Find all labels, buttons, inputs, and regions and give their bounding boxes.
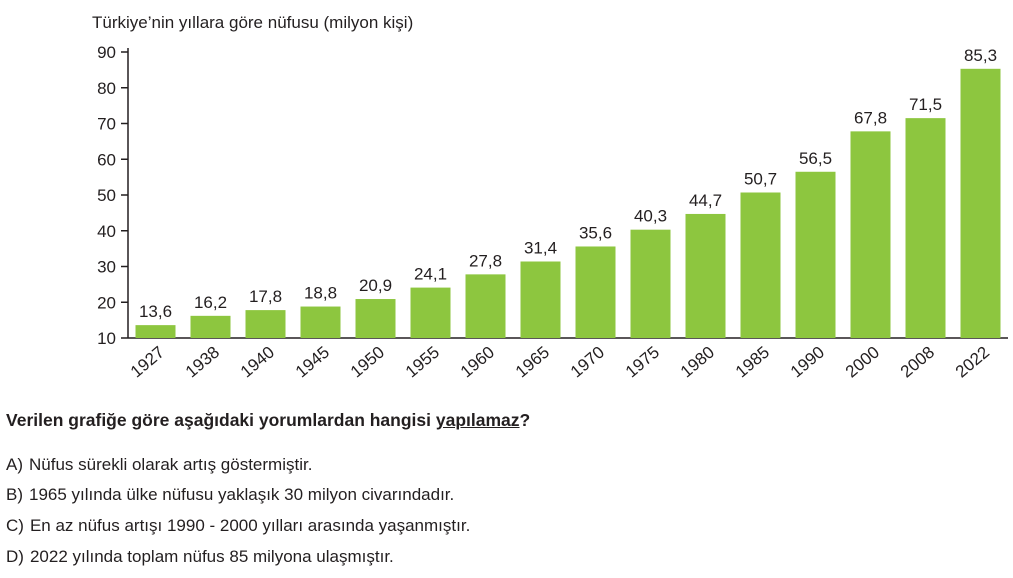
bar (355, 299, 396, 338)
question: Verilen grafiğe göre aşağıdaki yorumlard… (6, 410, 530, 431)
bar (960, 68, 1001, 339)
option-text: 1965 yılında ülke nüfusu yaklaşık 30 mil… (29, 485, 455, 504)
value-label: 85,3 (964, 46, 997, 65)
x-tick-label: 1938 (182, 343, 223, 382)
y-tick-label: 80 (97, 79, 116, 98)
bar (905, 118, 946, 338)
x-tick-label: 1975 (622, 343, 663, 382)
value-label: 71,5 (909, 95, 942, 114)
x-tick-label: 1955 (402, 343, 443, 382)
y-tick-label: 90 (97, 43, 116, 62)
value-label: 56,5 (799, 149, 832, 168)
option-label: A) (6, 455, 23, 474)
x-tick-label: 1965 (512, 343, 553, 382)
bar (135, 325, 176, 338)
y-tick-label: 20 (97, 293, 116, 312)
y-tick-label: 50 (97, 186, 116, 205)
x-tick-label: 1970 (567, 343, 608, 382)
bar (245, 310, 286, 338)
bar (630, 229, 671, 338)
option: D) 2022 yılında toplam nüfus 85 milyona u… (6, 547, 394, 567)
x-tick-label: 2000 (842, 343, 883, 382)
y-tick-label: 60 (97, 150, 116, 169)
option: A) Nüfus sürekli olarak artış göstermişti… (6, 455, 312, 475)
bar (795, 171, 836, 338)
option-label: C) (6, 516, 24, 535)
x-tick-label: 1945 (292, 343, 333, 382)
bar (740, 192, 781, 338)
x-tick-label: 1927 (127, 343, 168, 382)
option: B) 1965 yılında ülke nüfusu yaklaşık 30 m… (6, 485, 454, 505)
bar (465, 274, 506, 338)
value-label: 27,8 (469, 251, 502, 270)
option-label: D) (6, 547, 24, 566)
option-text: En az nüfus artışı 1990 - 2000 yılları a… (29, 516, 471, 535)
question-emphasis: yapılamaz (435, 410, 520, 430)
y-tick-label: 40 (97, 222, 116, 241)
value-label: 20,9 (359, 276, 392, 295)
value-label: 40,3 (634, 207, 667, 226)
option-label: B) (6, 485, 23, 504)
x-tick-label: 1985 (732, 343, 773, 382)
value-label: 35,6 (579, 223, 612, 242)
value-label: 13,6 (139, 302, 172, 321)
question-end: ? (519, 410, 531, 430)
option-text: Nüfus sürekli olarak artış göstermiştir. (29, 455, 313, 474)
value-label: 44,7 (689, 191, 722, 210)
value-label: 67,8 (854, 108, 887, 127)
bar (685, 213, 726, 338)
y-tick-label: 70 (97, 115, 116, 134)
value-label: 50,7 (744, 169, 777, 188)
x-tick-label: 2008 (897, 343, 938, 382)
value-label: 24,1 (414, 265, 447, 284)
bar (410, 287, 451, 338)
x-tick-label: 1940 (237, 343, 278, 382)
bar (575, 246, 616, 338)
option-text: 2022 yılında toplam nüfus 85 milyona ula… (29, 547, 394, 566)
chart: Türkiye’nin yıllara göre nüfusu (milyon … (92, 13, 1008, 382)
value-label: 17,8 (249, 287, 282, 306)
x-tick-label: 1990 (787, 343, 828, 382)
y-tick-label: 30 (97, 258, 116, 277)
bar (300, 306, 341, 338)
chart-title: Türkiye’nin yıllara göre nüfusu (milyon … (92, 13, 413, 32)
x-tick-label: 1960 (457, 343, 498, 382)
value-label: 31,4 (524, 238, 557, 257)
bar (520, 261, 561, 338)
x-tick-label: 1950 (347, 343, 388, 382)
option: C) En az nüfus artışı 1990 - 2000 yılları… (6, 516, 470, 536)
question-text: Verilen grafiğe göre aşağıdaki yorumlard… (6, 410, 436, 430)
x-tick-label: 1980 (677, 343, 718, 382)
bar (190, 315, 231, 338)
y-tick-label: 10 (97, 329, 116, 348)
value-label: 18,8 (304, 284, 337, 303)
value-label: 16,2 (194, 293, 227, 312)
bar (850, 131, 891, 338)
x-tick-label: 2022 (952, 343, 993, 382)
